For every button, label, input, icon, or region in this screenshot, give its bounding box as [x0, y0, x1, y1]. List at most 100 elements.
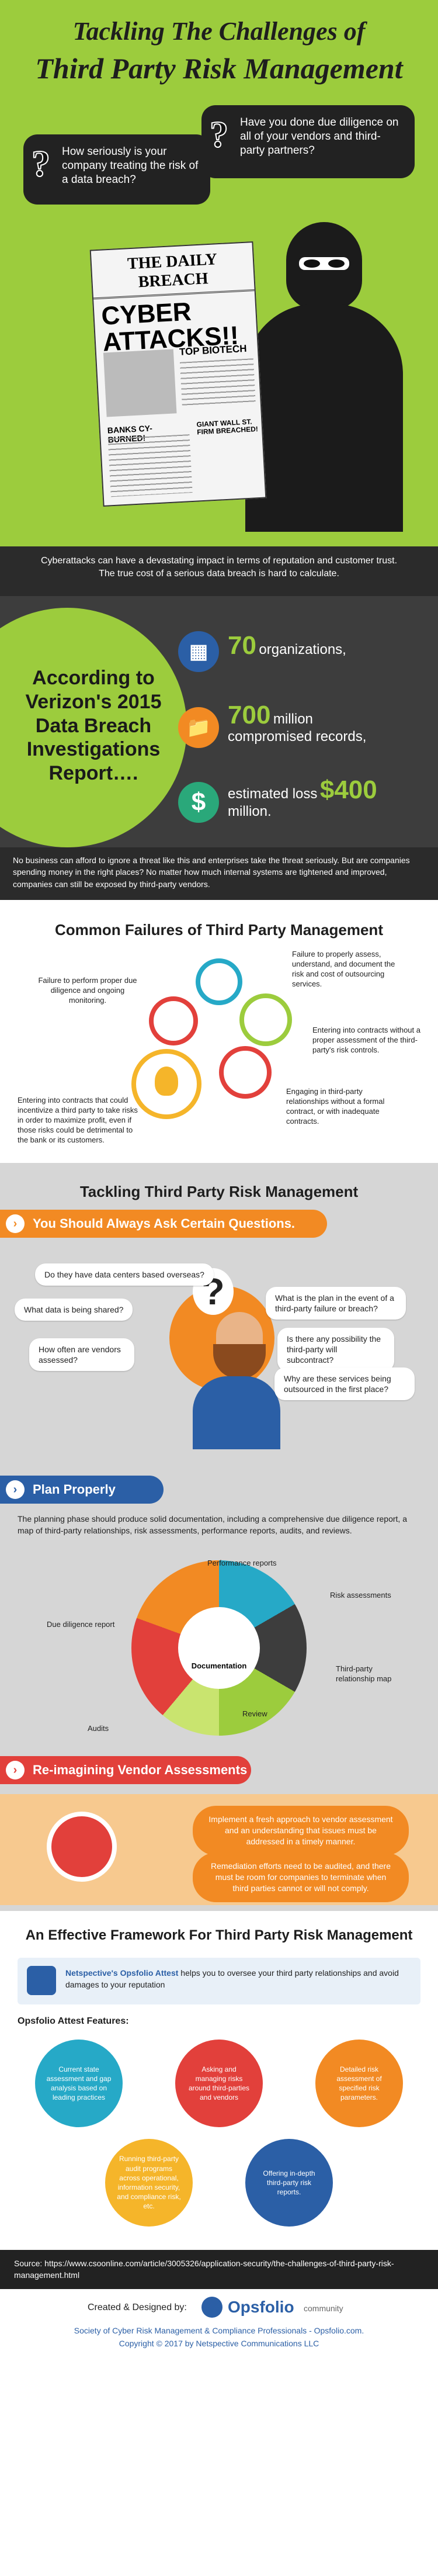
stat3-text-b: million. [228, 804, 272, 820]
pin-handshake-icon [239, 993, 292, 1046]
failure-item-4: Engaging in third-party relationships wi… [286, 1087, 385, 1126]
hacker-illustration [245, 222, 403, 532]
tackling-title: Tackling Third Party Risk Management [79, 1183, 359, 1200]
chevron-right-icon: › [6, 1761, 25, 1779]
feature-1: Current state assessment and gap analysi… [35, 2040, 123, 2127]
feature-3: Detailed risk assessment of specified ri… [315, 2040, 403, 2127]
bubble-right-text: Have you done due diligence on all of yo… [240, 116, 399, 157]
question-box-3: How often are vendors assessed? [29, 1338, 134, 1372]
heading-line: Data Breach [35, 714, 152, 737]
verizon-circle [0, 608, 187, 847]
plan-label-5: Audits [88, 1724, 109, 1733]
pin-no-contract-icon [219, 1046, 272, 1099]
brand-name: Opsfolio [228, 2298, 294, 2316]
plan-label-2: Risk assessments [330, 1591, 391, 1599]
framework-title: An Effective Framework For Third Party R… [25, 1927, 413, 1943]
banner-vendor: › Re-imagining Vendor Assessments [0, 1756, 251, 1784]
failures-section: Common Failures of Third Party Managemen… [0, 900, 438, 1163]
banner-questions-label: You Should Always Ask Certain Questions. [33, 1216, 296, 1231]
banner-plan-label: Plan Properly [33, 1482, 116, 1497]
framework-intro: Netspective's Opsfolio Attest helps you … [65, 1967, 410, 1991]
question-bubble-right: ? Have you done due diligence on all of … [201, 105, 415, 178]
banner-questions: › You Should Always Ask Certain Question… [0, 1210, 327, 1238]
feature-4: Running third-party audit programs acros… [105, 2139, 193, 2227]
question-mark-icon: ? [209, 113, 229, 155]
stat2-text-a: million [273, 711, 313, 727]
question-box-5: Is there any possibility the third-party… [277, 1328, 394, 1372]
question-box-2: What data is being shared? [15, 1299, 133, 1321]
money-bag-icon [155, 1067, 178, 1096]
chevron-right-icon: › [6, 1480, 25, 1499]
paper-photo [103, 349, 177, 417]
failure-item-1: Failure to perform proper due diligence … [38, 976, 137, 1005]
stat-organizations: 70 organizations, [228, 631, 346, 660]
buildings-icon: ▦ [178, 631, 219, 672]
thinking-person-illustration: ? [158, 1256, 286, 1449]
header-caption: Cyberattacks can have a devastating impa… [0, 546, 438, 596]
plan-label-3: Due diligence report [47, 1620, 115, 1629]
verizon-footer: No business can afford to ignore a threa… [0, 847, 438, 900]
footer-section: Created & Designed by: Opsfolio communit… [0, 2291, 438, 2576]
failures-title: Common Failures of Third Party Managemen… [55, 921, 383, 939]
heading-line: According to [32, 667, 155, 689]
caption-line-1: Cyberattacks can have a devastating impa… [40, 556, 398, 566]
stat-loss: estimated loss $400 million. [228, 775, 377, 820]
created-by: Created & Designed by: [88, 2303, 187, 2312]
paper-masthead: THE DAILY BREACH [91, 243, 255, 300]
plan-label-1: Performance reports [207, 1559, 277, 1567]
title-line-1: Tackling The Challenges of [72, 17, 366, 46]
opsfolio-icon [27, 1966, 56, 1995]
intro-rest: helps you to oversee your third party re… [65, 1968, 399, 1990]
failure-item-3: Entering into contracts without a proper… [312, 1026, 420, 1054]
heading-line: Verizon's 2015 [25, 690, 162, 713]
stat2-text-b: compromised records, [228, 729, 367, 745]
banner-vendor-label: Re-imagining Vendor Assessments [33, 1763, 248, 1777]
copyright-text: Copyright © 2017 by Netspective Communic… [119, 2339, 319, 2348]
brand-sub: community [304, 2304, 343, 2313]
failure-item-2: Failure to properly assess, understand, … [292, 950, 395, 988]
source-bar: Source: https://www.csoonline.com/articl… [0, 2250, 438, 2290]
stat3-text-a: estimated loss [228, 786, 318, 802]
question-box-6: Why are these services being outsourced … [274, 1367, 415, 1401]
heading-line: Report…. [48, 762, 138, 785]
verizon-section: According to Verizon's 2015 Data Breach … [0, 596, 438, 847]
title-line-2: Third Party Risk Management [35, 52, 403, 85]
opsfolio-logo-icon [201, 2297, 223, 2318]
vendor-point-1: Implement a fresh approach to vendor ass… [193, 1806, 409, 1855]
question-box-4: What is the plan in the event of a third… [266, 1287, 406, 1320]
paper-sub-1: TOP BIOTECH [179, 342, 247, 358]
vendor-point-2: Remediation efforts need to be audited, … [193, 1853, 409, 1902]
plan-label-6: Review [242, 1709, 267, 1718]
folder-icon: 📁 [178, 707, 219, 748]
pin-document-icon [149, 996, 198, 1045]
vendor-search-icon [47, 1812, 117, 1882]
chevron-right-icon: › [6, 1214, 25, 1233]
plan-label-4: Third-party relationship map [336, 1664, 392, 1683]
stat1-number: 70 [228, 631, 256, 660]
header-section: Tackling The Challenges of Third Party R… [0, 0, 438, 596]
stat3-number: $400 [319, 775, 377, 804]
feature-2: Asking and managing risks around third-p… [175, 2040, 263, 2127]
caption-line-2: The true cost of a serious data breach i… [99, 569, 339, 579]
society-text: Society of Cyber Risk Management & Compl… [74, 2326, 364, 2335]
question-bubble-left: ? How seriously is your company treating… [23, 134, 210, 205]
plan-text: The planning phase should produce solid … [18, 1514, 407, 1535]
pin-gear-icon [196, 958, 242, 1005]
framework-intro-box: Netspective's Opsfolio Attest helps you … [18, 1958, 420, 2004]
bubble-left-text: How seriously is your company treating t… [62, 146, 199, 186]
dollar-icon: $ [178, 782, 219, 823]
intro-bold: Netspective's Opsfolio Attest [65, 1968, 179, 1978]
newspaper-illustration: THE DAILY BREACH CYBER ATTACKS!! TOP BIO… [89, 241, 267, 507]
question-box-1: Do they have data centers based overseas… [35, 1263, 214, 1286]
stat1-text: organizations, [259, 642, 346, 657]
verizon-heading: According to Verizon's 2015 Data Breach … [9, 666, 178, 785]
paper-sub-3: GIANT WALL ST. FIRM BREACHED! [196, 417, 259, 437]
failure-item-5: Entering into contracts that could incen… [18, 1096, 138, 1144]
feature-5: Offering in-depth third-party risk repor… [245, 2139, 333, 2227]
stat-records: 700 million compromised records, [228, 701, 366, 745]
question-mark-icon: ? [31, 142, 51, 185]
features-title: Opsfolio Attest Features: [18, 2016, 129, 2026]
stat2-number: 700 [228, 701, 271, 729]
banner-plan: › Plan Properly [0, 1476, 164, 1504]
heading-line: Investigations [26, 738, 161, 761]
